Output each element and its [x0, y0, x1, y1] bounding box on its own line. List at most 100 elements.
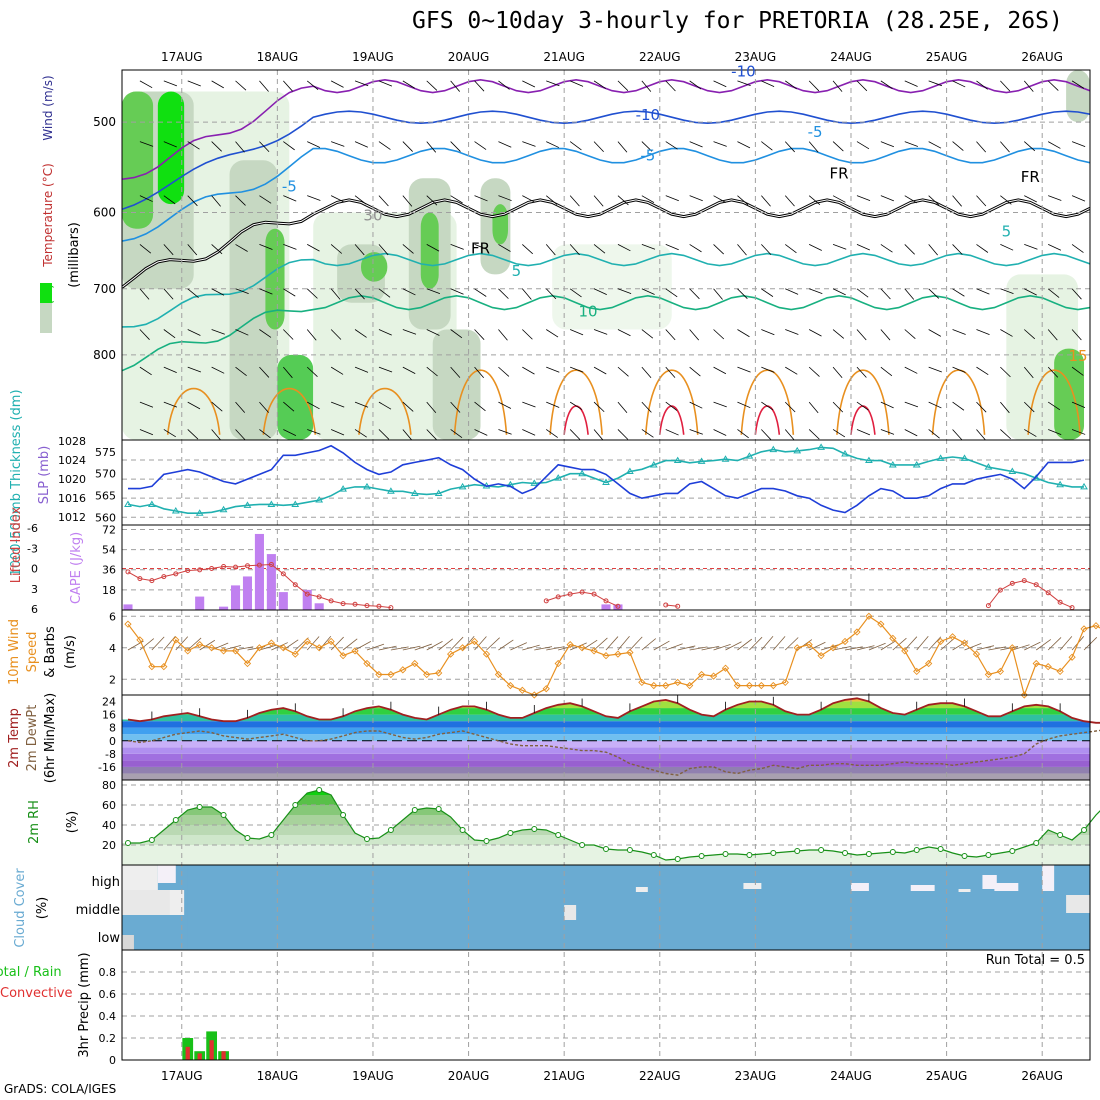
wind-barb: [235, 401, 246, 413]
tick-temp-16: 16: [102, 709, 116, 722]
wind-barb: [307, 195, 321, 201]
wind-barb: [1024, 141, 1036, 152]
wind-barb: [784, 195, 795, 207]
rh-point: [818, 847, 825, 853]
ylabel-wind-units: (m/s): [63, 635, 78, 669]
li-point: [1045, 590, 1051, 596]
wind-barb: [283, 329, 294, 340]
wind-barb: [928, 288, 940, 299]
wind-speed-point: [267, 639, 276, 647]
wind-barb: [569, 329, 584, 336]
li-point: [364, 603, 370, 609]
thickness-marker: [171, 507, 180, 514]
wind-barb: [689, 288, 700, 300]
tick-cape-72: 72: [102, 523, 116, 536]
wind-barb: [832, 288, 846, 296]
wind-barb: [259, 141, 270, 153]
wind-barb: [546, 401, 560, 408]
wind10-barb: [139, 638, 155, 651]
wind-barb: [1000, 401, 1010, 414]
wind-barb: [139, 195, 153, 202]
li-point: [233, 564, 239, 570]
wind10-barb: [880, 640, 897, 651]
wind-barb: [856, 141, 870, 150]
wind-barb: [761, 401, 774, 411]
rh-point: [1081, 827, 1088, 833]
thickness-marker: [291, 500, 300, 507]
rh-point: [220, 812, 227, 818]
wind10-barb: [976, 645, 995, 651]
rh-shading: [265, 228, 285, 330]
wind-barb: [593, 429, 604, 441]
wind-barb: [976, 244, 989, 253]
wind10-barb: [498, 639, 514, 651]
wind-barb: [593, 329, 608, 335]
thickness-marker: [410, 489, 419, 496]
wind-barb: [713, 288, 723, 300]
wind-speed-point: [829, 644, 837, 652]
wind-speed-point: [686, 681, 694, 690]
wind-barb: [1047, 401, 1061, 411]
legend-rh-swatch-light: [40, 303, 52, 333]
li-point: [280, 571, 286, 577]
cloud-cell: [122, 935, 134, 950]
cloud-cell: [958, 889, 971, 892]
tick-rh-80: 80: [102, 779, 116, 792]
wind-barb: [904, 401, 919, 408]
wind-barb: [904, 141, 919, 147]
wind-barb: [450, 141, 461, 152]
tick-slp-1024: 1024: [58, 454, 86, 467]
wind-barb: [498, 429, 512, 435]
thickness-marker: [195, 509, 204, 516]
wind-barb: [187, 401, 201, 410]
wind-barb: [474, 244, 488, 250]
wind-barb: [330, 141, 345, 147]
wind10-barb: [426, 641, 443, 651]
wind-barb: [187, 288, 199, 298]
contour-label: FR: [830, 164, 849, 182]
wind-barb: [1024, 288, 1037, 296]
wind-barb: [928, 244, 938, 256]
li-point: [591, 591, 597, 597]
wind-barb: [187, 80, 201, 87]
wind-barb: [570, 366, 584, 373]
wind-speed-point: [925, 659, 933, 668]
wind-barb: [474, 288, 487, 297]
wind-barb: [1024, 429, 1037, 437]
wind10-barb: [904, 636, 918, 651]
wind-barb: [617, 366, 629, 377]
wind-barb: [569, 244, 580, 256]
wind-speed-point: [913, 667, 921, 676]
wind-speed-point: [1032, 659, 1040, 668]
wind-speed-point: [363, 659, 371, 668]
thickness-marker: [745, 452, 754, 459]
li-point: [615, 603, 621, 609]
li-point: [1057, 599, 1063, 605]
wind-barb: [306, 80, 319, 91]
precip-convective-bar: [197, 1053, 202, 1060]
wind10-barb: [832, 646, 851, 651]
wind-barb: [354, 244, 365, 256]
wind-barb: [761, 80, 775, 88]
wind-barb: [402, 141, 413, 152]
wind-speed-point: [399, 666, 407, 674]
wind-barb: [880, 141, 895, 148]
wind-barb: [354, 80, 369, 87]
wind-barb: [761, 141, 773, 151]
isotherm-5: [122, 252, 1090, 328]
wind10-barb: [689, 646, 708, 651]
credit-text: GrADS: COLA/IGES: [4, 1082, 117, 1096]
li-point: [125, 569, 131, 575]
wind10-barb: [844, 646, 863, 651]
wind-barb: [354, 141, 368, 148]
temp-band: [122, 740, 1090, 748]
contour-label: -5: [640, 146, 655, 164]
li-point: [603, 598, 609, 604]
grid-layer: [122, 70, 1090, 1060]
wind-barb: [283, 141, 295, 151]
wind-barb: [761, 288, 774, 297]
ylabel-cloud-cover: Cloud Cover: [13, 868, 28, 948]
cape-bar: [195, 596, 205, 610]
temp-band: [122, 753, 1090, 761]
wind-barb: [1071, 195, 1086, 202]
